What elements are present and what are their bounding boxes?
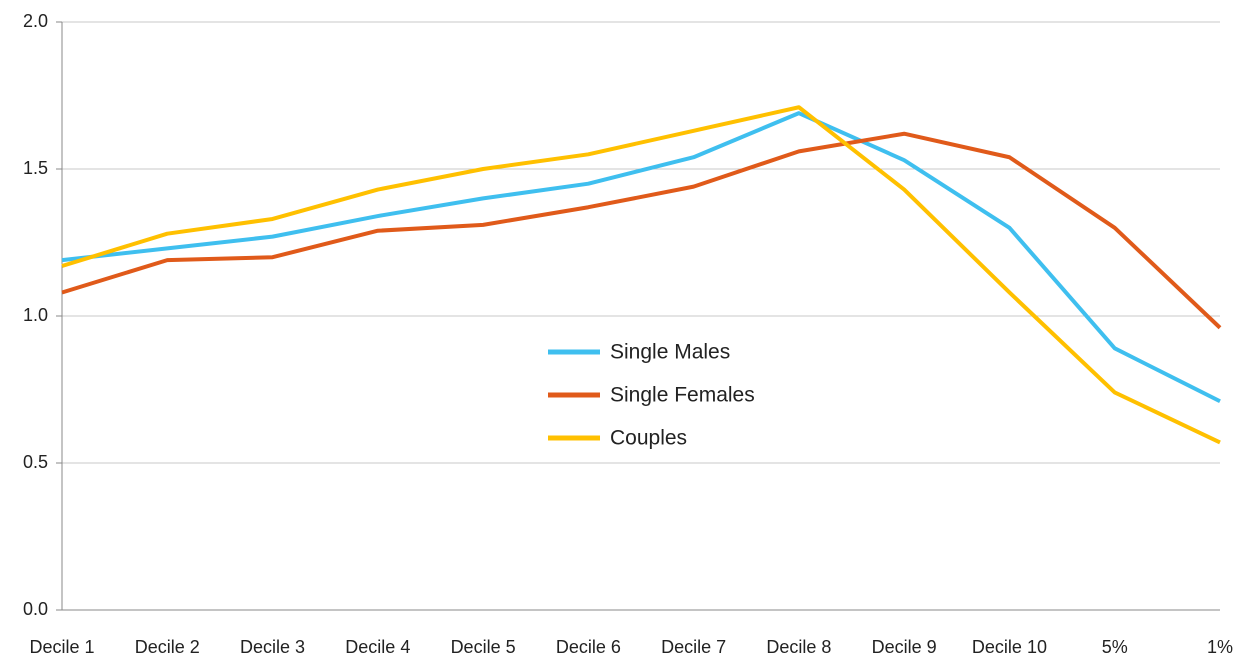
legend-label: Single Females [610,384,755,407]
series-line [61,111,1221,404]
legend: Single Males Single Females Couples [548,341,755,450]
y-tick-label: 0.5 [23,452,48,472]
x-tick-label: Decile 2 [135,637,200,657]
x-tick-label: Decile 7 [661,637,726,657]
y-tick-label: 2.0 [23,11,48,31]
y-tick-label: 0.0 [23,599,48,619]
x-tick-label: Decile 3 [240,637,305,657]
x-tick-label: Decile 10 [972,637,1047,657]
x-tick-label: Decile 9 [872,637,937,657]
x-tick-label: Decile 1 [29,637,94,657]
y-tick-label: 1.0 [23,305,48,325]
x-tick-label: Decile 5 [451,637,516,657]
x-tick-label: 5% [1102,637,1128,657]
series-line [61,131,1222,330]
legend-label: Single Males [610,341,730,364]
series-line [61,105,1221,445]
legend-label: Couples [610,427,687,450]
x-tick-label: 1% [1207,637,1233,657]
x-tick-label: Decile 8 [766,637,831,657]
x-tick-label: Decile 6 [556,637,621,657]
y-tick-label: 1.5 [23,158,48,178]
x-tick-label: Decile 4 [345,637,410,657]
